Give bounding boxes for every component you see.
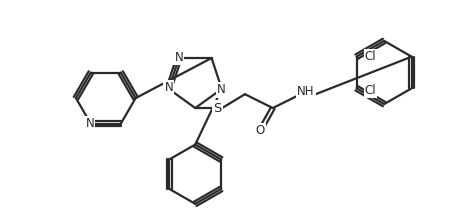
- Text: N: N: [218, 83, 226, 96]
- Text: O: O: [255, 124, 264, 137]
- Text: Cl: Cl: [365, 84, 376, 97]
- Text: N: N: [85, 117, 94, 130]
- Text: N: N: [174, 51, 183, 63]
- Text: S: S: [213, 101, 221, 114]
- Text: N: N: [164, 82, 173, 94]
- Text: Cl: Cl: [365, 50, 376, 63]
- Text: NH: NH: [297, 85, 314, 98]
